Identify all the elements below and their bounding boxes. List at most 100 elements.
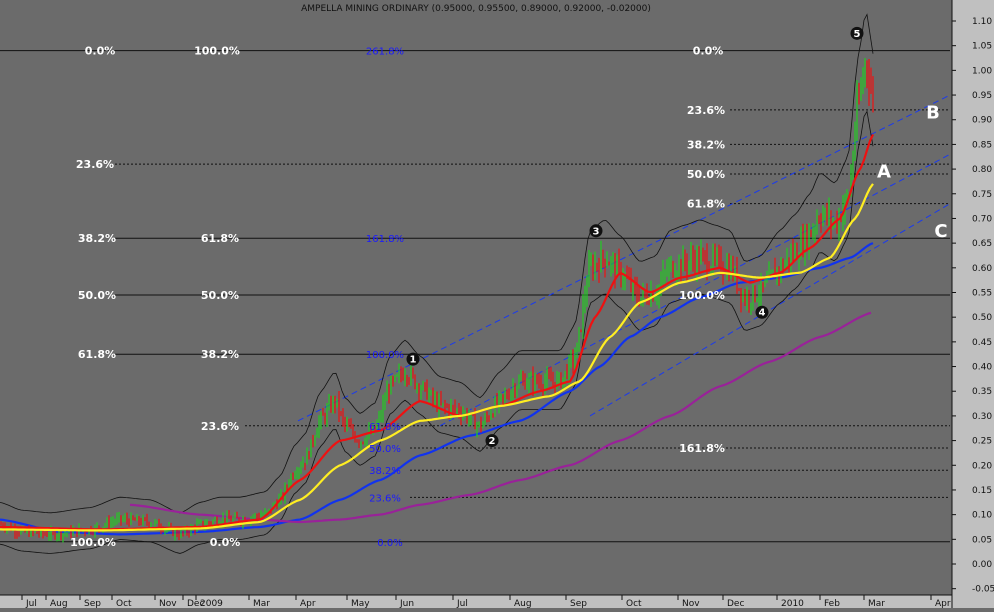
- x-tick-label: Apr: [935, 599, 951, 608]
- y-tick-label: 0.85: [972, 140, 992, 150]
- fib-extension-label: 261.8%: [366, 47, 404, 58]
- x-tick-label: Oct: [116, 599, 132, 608]
- y-tick-label: 0.20: [972, 461, 992, 471]
- moving-averages-front: [0, 134, 874, 532]
- x-tick-label: Nov: [159, 599, 177, 608]
- y-tick-label: 0.60: [972, 264, 992, 274]
- x-tick-label: Aug: [50, 599, 68, 608]
- wave-marker: [850, 26, 864, 40]
- x-tick-label: May: [351, 599, 370, 608]
- y-axis-panel: [952, 0, 994, 608]
- fib-label: 61.8%: [687, 198, 725, 211]
- fib-extension-label: 100.0%: [366, 350, 404, 361]
- y-tick-label: 0.90: [972, 116, 992, 126]
- x-tick-label: Aug: [514, 599, 532, 608]
- ma-yellow-line: [0, 183, 874, 532]
- wave-number: 1: [410, 355, 417, 366]
- fib-extension-label: 23.6%: [369, 493, 401, 504]
- x-tick-label: Oct: [626, 599, 642, 608]
- wave-number: 4: [759, 308, 766, 319]
- fib-level-lines: [0, 50, 950, 543]
- y-tick-label: 0.45: [972, 338, 992, 348]
- x-tick-label: Sep: [570, 599, 587, 608]
- x-tick-label: Mar: [868, 599, 885, 608]
- fib-labels: 0.0% 100.0% 23.6% 38.2% 61.8% 50.0% 50.0% 61.8%…: [70, 45, 725, 549]
- x-tick-label: Dec: [727, 599, 744, 608]
- fib-label: 61.8%: [78, 348, 116, 361]
- y-tick-label: 0.40: [972, 363, 992, 373]
- channel-letter: B: [926, 102, 940, 123]
- ma-blue-line: [0, 242, 874, 536]
- channel-letter: A: [877, 162, 891, 183]
- y-tick-label: 0.00: [972, 560, 992, 570]
- fib-label: 50.0%: [78, 289, 116, 302]
- channel-labels: B A C: [877, 102, 948, 241]
- x-tick-label: Jul: [25, 599, 37, 608]
- fib-extension-label: 38.2%: [369, 466, 401, 477]
- wave-marker: [755, 305, 769, 319]
- fib-extension-label: 161.8%: [366, 234, 404, 245]
- wave-labels: 1 2 3 4 5: [406, 26, 864, 448]
- fib-label: 38.2%: [201, 348, 239, 361]
- x-tick-label: 2009: [200, 599, 223, 608]
- x-tick-label: Jul: [456, 599, 468, 608]
- fib-extension-label: 50.0%: [369, 444, 401, 455]
- wave-number: 5: [854, 29, 861, 40]
- y-tick-label: 0.55: [972, 289, 992, 299]
- fib-label: 23.6%: [201, 420, 239, 433]
- y-axis: 1.10 1.05 1.00 0.95 0.90 0.85 0.80 0.75 0.70 0.65…: [952, 17, 994, 595]
- x-tick-label: Feb: [824, 599, 840, 608]
- y-tick-label: 0.05: [972, 535, 992, 545]
- wave-marker: [406, 352, 420, 366]
- y-tick-label: 0.65: [972, 239, 992, 249]
- x-tick-label: Mar: [253, 599, 270, 608]
- wave-number: 2: [489, 436, 496, 447]
- y-tick-label: 0.15: [972, 486, 992, 496]
- fib-label: 23.6%: [687, 104, 725, 117]
- envelope-lower: [0, 110, 874, 554]
- fib-label: 50.0%: [201, 289, 239, 302]
- y-tick-label: 1.10: [972, 17, 992, 27]
- wave-marker: [589, 224, 603, 238]
- price-envelope: [0, 13, 874, 554]
- envelope-upper: [0, 13, 874, 514]
- x-tick-label: Nov: [682, 599, 700, 608]
- y-tick-label: 0.95: [972, 91, 992, 101]
- wave-number: 3: [593, 226, 600, 237]
- fib-label: 61.8%: [201, 232, 239, 245]
- channel-line: [297, 94, 951, 422]
- fib-extension-label: 0.0%: [377, 538, 402, 549]
- fib-extension-label: 61.8%: [369, 422, 401, 433]
- y-tick-label: 1.05: [972, 42, 992, 52]
- fib-label: 38.2%: [78, 232, 116, 245]
- y-tick-label: -0.05: [972, 585, 994, 595]
- ma-red-line: [0, 134, 874, 531]
- y-tick-label: 0.30: [972, 412, 992, 422]
- x-tick-label: Jun: [399, 599, 414, 608]
- y-tick-label: 0.80: [972, 165, 992, 175]
- wave-marker: [485, 434, 499, 448]
- y-tick-label: 0.75: [972, 190, 992, 200]
- x-tick-label: Apr: [300, 599, 316, 608]
- y-tick-label: 0.25: [972, 437, 992, 447]
- x-tick-label: Sep: [84, 599, 101, 608]
- price-bars: [0, 58, 874, 543]
- fib-label: 23.6%: [76, 158, 114, 171]
- fib-label: 0.0%: [693, 45, 724, 58]
- fib-label: 0.0%: [85, 45, 116, 58]
- fib-label: 100.0%: [70, 536, 116, 549]
- y-tick-label: 0.35: [972, 387, 992, 397]
- x-axis-panel: [0, 595, 952, 608]
- y-tick-label: 0.10: [972, 511, 992, 521]
- y-tick-label: 1.00: [972, 66, 992, 76]
- x-tick-label: 2010: [781, 599, 804, 608]
- x-axis: Jul Aug Sep Oct Nov Dec 2009 Mar Apr May Jun Jul Aug…: [21, 595, 951, 609]
- y-tick-label: 0.70: [972, 214, 992, 224]
- fib-label: 50.0%: [687, 168, 725, 181]
- fib-label: 100.0%: [679, 289, 725, 302]
- chart-title: AMPELLA MINING ORDINARY (0.95000, 0.9550…: [301, 4, 651, 14]
- channel-letter: C: [934, 221, 947, 242]
